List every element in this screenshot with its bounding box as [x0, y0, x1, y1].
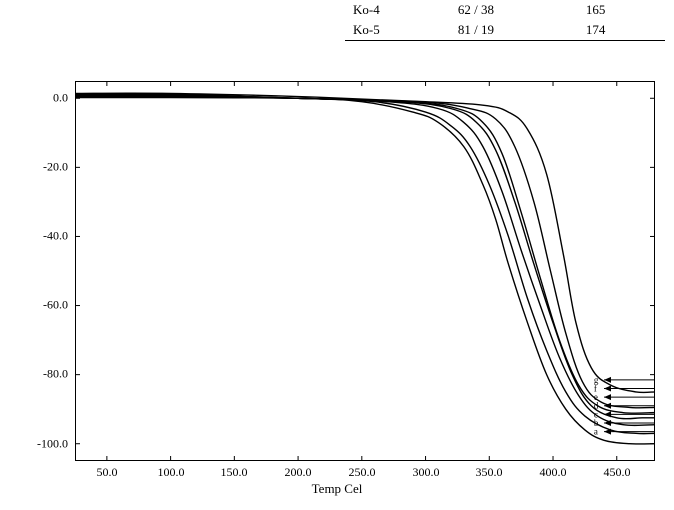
series-c — [75, 96, 655, 425]
legend-arrowhead-icon — [604, 385, 611, 391]
legend-label: a — [594, 427, 598, 437]
table-cell-value: 174 — [578, 20, 665, 41]
tga-chart: 0.0 -20.0 -40.0 -60.0 -80.0 -100.0 50.0 … — [12, 67, 662, 502]
table-cell-name: Ko-4 — [345, 0, 450, 20]
table-cell-ratio: 62 / 38 — [450, 0, 578, 20]
series-d — [75, 95, 655, 418]
series-b — [75, 97, 655, 434]
table-cell-value: 165 — [578, 0, 665, 20]
curves-layer: gfedcba — [12, 67, 662, 502]
table-cell-ratio: 81 / 19 — [450, 20, 578, 41]
legend-arrowhead-icon — [604, 394, 611, 400]
series-g — [75, 93, 655, 392]
partial-data-table: Ko-4 62 / 38 165 Ko-5 81 / 19 174 — [345, 0, 665, 41]
series-a — [75, 98, 655, 444]
legend-arrowhead-icon — [604, 411, 611, 417]
table-cell-name: Ko-5 — [345, 20, 450, 41]
series-f — [75, 94, 655, 408]
